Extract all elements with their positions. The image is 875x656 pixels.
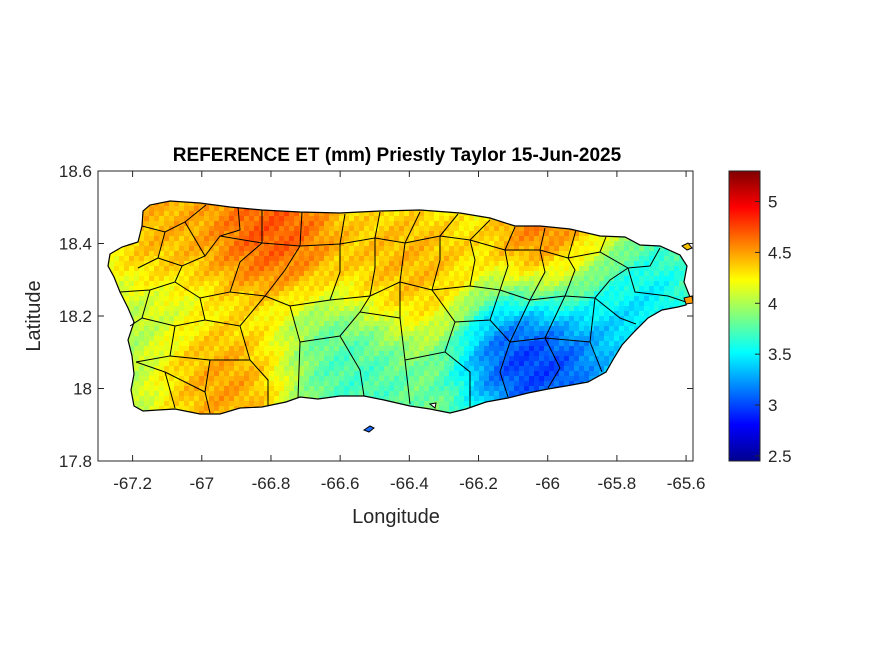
colorbar-ticks: 2.5 3 3.5 4 4.5 5 xyxy=(755,193,792,466)
y-tick-label: 18.4 xyxy=(59,235,92,254)
y-tick-label: 18.6 xyxy=(59,162,92,181)
x-tick-label: -67.2 xyxy=(113,474,152,493)
x-tick-label: -66.6 xyxy=(321,474,360,493)
x-axis-label: Longitude xyxy=(352,506,440,528)
x-tick-label: -67 xyxy=(189,474,214,493)
x-tick-label: -66.2 xyxy=(459,474,498,493)
x-tick-label: -65.6 xyxy=(667,474,706,493)
colorbar-tick-label: 4.5 xyxy=(768,243,792,262)
colorbar-tick-label: 2.5 xyxy=(768,447,792,466)
map-axes: -67.2 -67 -66.8 -66.6 -66.4 -66.2 -66 -65.8 -65.… xyxy=(59,162,706,493)
colorbar-tick-label: 5 xyxy=(768,193,777,212)
x-tick-label: -66.4 xyxy=(390,474,429,493)
x-tick-label: -66.8 xyxy=(252,474,291,493)
x-tick-label: -66 xyxy=(535,474,560,493)
y-tick-label: 17.8 xyxy=(59,452,92,471)
y-axis-ticks: 17.8 18 18.2 18.4 18.6 xyxy=(59,162,693,471)
island-coastline xyxy=(107,200,691,415)
colorbar: 2.5 3 3.5 4 4.5 5 xyxy=(728,170,792,466)
colorbar-tick-label: 3.5 xyxy=(768,345,792,364)
chart-title: REFERENCE ET (mm) Priestly Taylor 15-Jun… xyxy=(173,145,622,166)
x-tick-label: -65.8 xyxy=(598,474,637,493)
colorbar-tick-label: 4 xyxy=(768,294,777,313)
y-axis-label: Latitude xyxy=(23,280,45,351)
x-axis-ticks: -67.2 -67 -66.8 -66.6 -66.4 -66.2 -66 -65.8 -65.… xyxy=(113,171,705,493)
offshore-islets xyxy=(362,242,694,433)
colorbar-gradient xyxy=(728,170,761,462)
municipality-boundaries xyxy=(119,204,687,414)
y-tick-label: 18 xyxy=(73,380,92,399)
colorbar-tick-label: 3 xyxy=(768,396,777,415)
y-tick-label: 18.2 xyxy=(59,307,92,326)
